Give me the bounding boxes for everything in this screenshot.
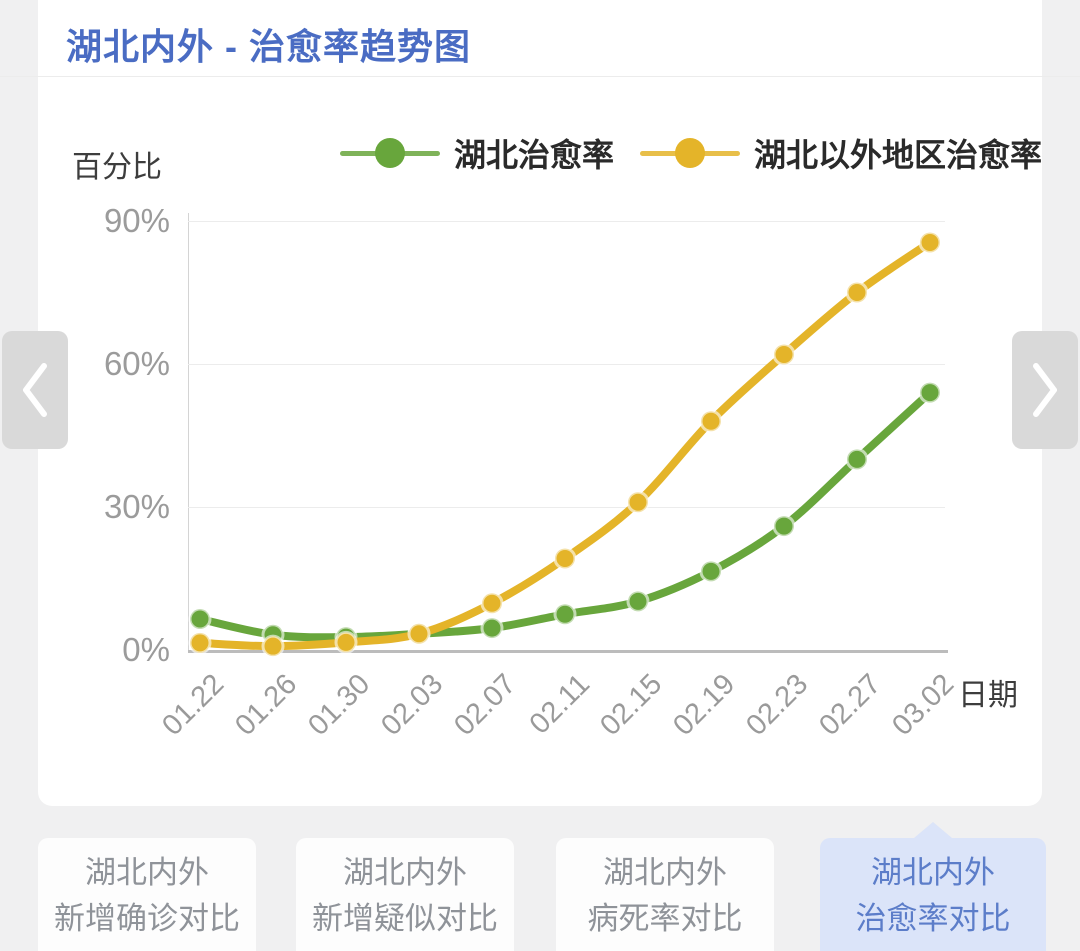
data-point-1-03.02[interactable]	[918, 230, 942, 254]
x-axis-line	[188, 650, 948, 653]
legend-item-1[interactable]: 湖北以外地区治愈率	[640, 130, 1042, 176]
tab-治愈率对比[interactable]: 湖北内外 治愈率对比	[820, 822, 1046, 951]
chevron-left-icon	[23, 363, 47, 417]
selected-tab-pointer	[914, 822, 952, 838]
legend-dot	[375, 138, 405, 168]
x-axis-title: 日期	[958, 679, 1018, 712]
tab-label-line2: 新增疑似对比	[312, 901, 498, 936]
legend-marker-icon	[640, 138, 741, 168]
data-point-1-02.07[interactable]	[480, 591, 504, 615]
legend-label: 湖北以外地区治愈率	[754, 137, 1043, 173]
legend-label: 湖北治愈率	[454, 137, 615, 173]
y-tick-label-60: 60%	[103, 345, 170, 382]
tab-label-line1: 湖北内外	[343, 855, 467, 890]
prev-chart-button[interactable]	[2, 331, 68, 449]
chart-card	[38, 0, 1042, 806]
data-point-0-02.19[interactable]	[699, 559, 723, 583]
y-tick-label-90: 90%	[103, 202, 170, 239]
tab-新增疑似对比[interactable]: 湖北内外新增疑似对比	[296, 838, 514, 951]
gridline-90	[188, 221, 945, 222]
gridline-60	[188, 364, 945, 365]
chevron-right-icon	[1033, 363, 1057, 417]
data-point-1-02.19[interactable]	[699, 409, 723, 433]
legend-dot	[675, 138, 706, 168]
y-axis-title: 百分比	[72, 151, 162, 184]
data-point-1-02.03[interactable]	[407, 622, 431, 646]
data-point-0-02.27[interactable]	[845, 447, 869, 471]
tab-bar: 湖北内外 新增确诊对比 湖北内外 新增疑似对比 湖北内外 病死率对比 湖北内外 治愈率对比	[0, 822, 1080, 951]
next-chart-button[interactable]	[1012, 331, 1078, 449]
tab-label-line1: 湖北内外	[603, 855, 727, 890]
y-tick-label-0: 0%	[122, 631, 170, 668]
data-point-1-01.22[interactable]	[188, 631, 212, 655]
tab-label-line2: 治愈率对比	[855, 901, 1011, 936]
series-line-1	[196, 238, 934, 651]
header-divider	[0, 76, 1080, 77]
tab-label-line2: 新增确诊对比	[54, 901, 240, 936]
tab-病死率对比[interactable]: 湖北内外 病死率对比	[556, 838, 774, 951]
data-point-0-01.22[interactable]	[188, 607, 212, 631]
data-point-1-01.26[interactable]	[261, 634, 285, 658]
data-point-0-02.11[interactable]	[553, 602, 577, 626]
tab-label-line1: 湖北内外	[85, 855, 209, 890]
page-title: 湖北内外 - 治愈率趋势图	[66, 26, 471, 67]
data-point-1-02.15[interactable]	[626, 490, 650, 514]
tab-label-line1: 湖北内外	[871, 855, 995, 890]
data-point-0-03.02[interactable]	[918, 381, 942, 405]
data-point-1-02.27[interactable]	[845, 281, 869, 304]
data-point-1-02.11[interactable]	[553, 546, 577, 570]
data-point-0-02.07[interactable]	[480, 616, 504, 640]
tab-label-line2: 病死率对比	[587, 901, 743, 936]
y-tick-label-30: 30%	[103, 488, 170, 525]
legend-item-0[interactable]: 湖北治愈率	[340, 130, 614, 176]
legend-marker-icon	[340, 138, 440, 168]
tab-新增确诊对比[interactable]: 湖北内外新增确诊对比	[38, 838, 256, 951]
data-point-0-02.23[interactable]	[772, 514, 796, 538]
y-axis-line	[188, 213, 189, 653]
series-line-0	[196, 388, 934, 642]
data-point-1-02.23[interactable]	[772, 342, 796, 366]
gridline-30	[188, 507, 945, 508]
line-chart-canvas	[188, 230, 942, 658]
data-point-1-01.30[interactable]	[334, 630, 358, 654]
data-point-0-02.15[interactable]	[626, 589, 650, 613]
chart-legend: 湖北治愈率 湖北以外地区治愈率	[340, 130, 1042, 176]
